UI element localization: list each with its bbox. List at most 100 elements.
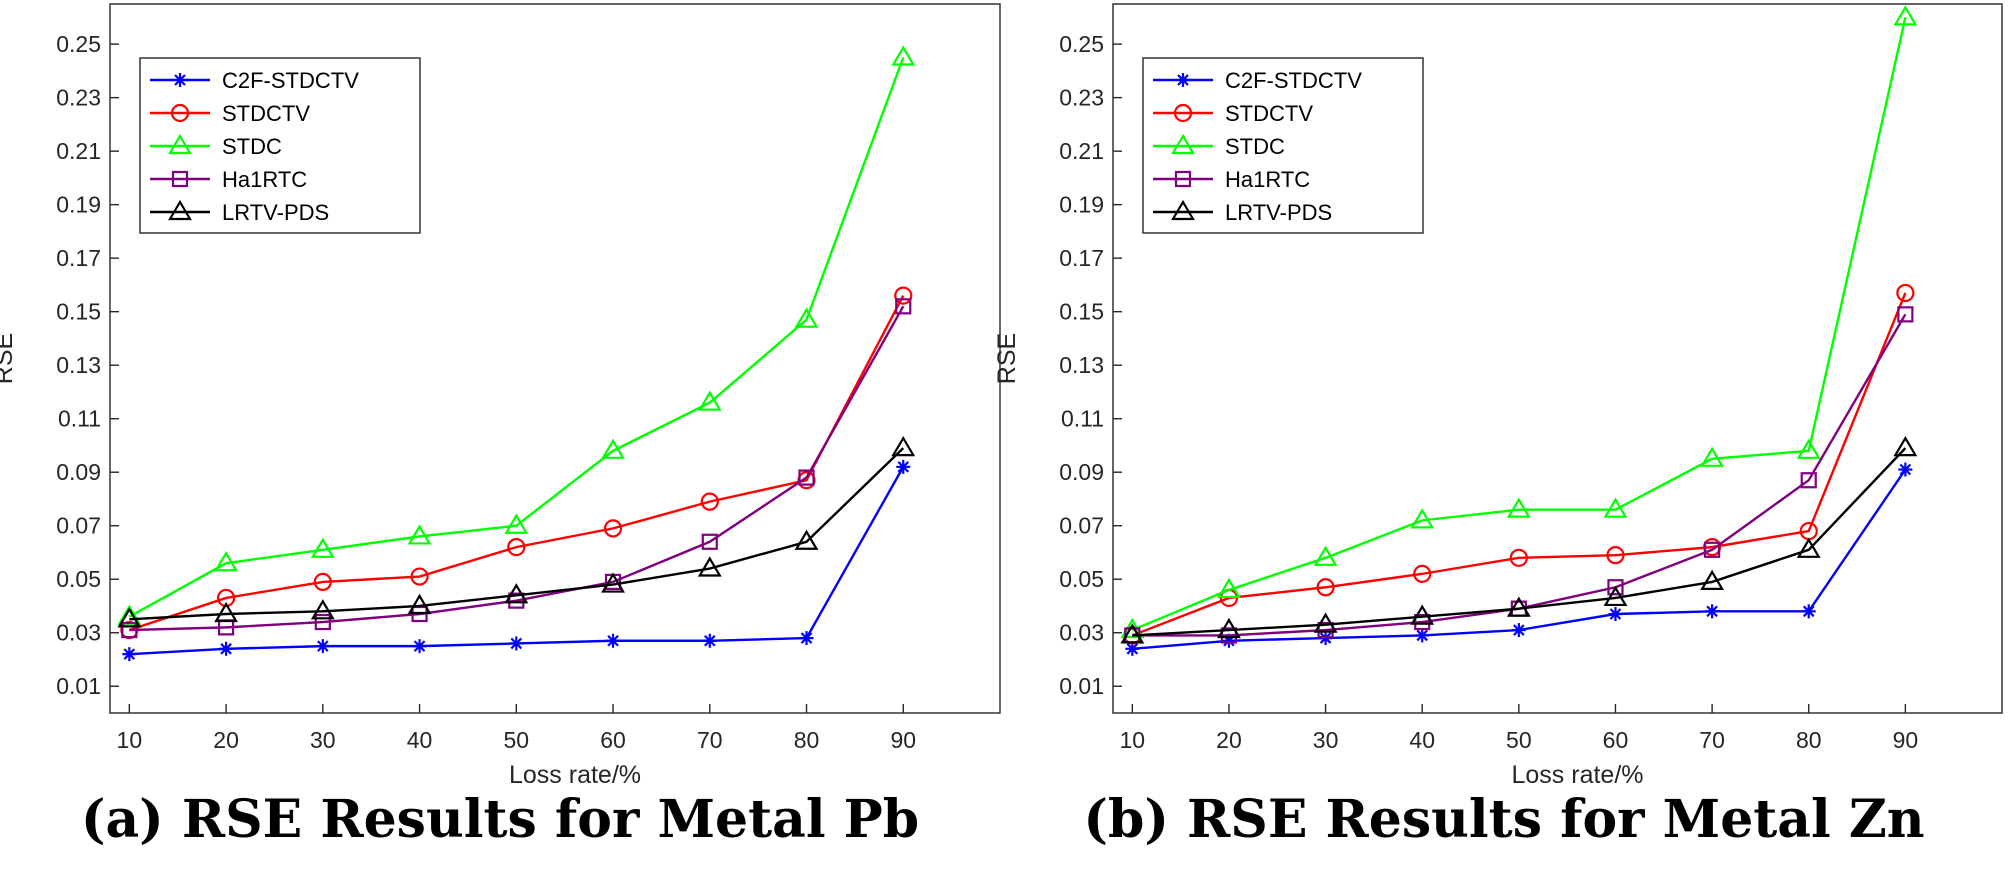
data-point [794, 529, 819, 550]
series-ha1rtc [1124, 306, 1914, 644]
x-tick-label: 40 [1409, 727, 1435, 753]
legend-marker [1174, 170, 1192, 188]
x-tick-label: 20 [1216, 727, 1242, 753]
x-tick-label: 20 [213, 727, 239, 753]
data-point [117, 607, 142, 628]
y-tick-label: 0.25 [1059, 31, 1104, 57]
data-point [1897, 306, 1914, 323]
data-point [1414, 613, 1431, 631]
y-tick-label: 0.05 [1059, 566, 1104, 592]
data-point [1511, 623, 1526, 638]
data-point [1796, 537, 1821, 558]
series-c2f-stdctv [1125, 462, 1913, 656]
data-point [896, 459, 911, 474]
legend-item: C2F-STDCTV [1153, 68, 1362, 93]
data-point [507, 538, 526, 557]
data-point [700, 492, 719, 511]
x-tick-label: 10 [1120, 727, 1146, 753]
data-point [891, 45, 916, 66]
chart-panel-b: 0.01 0.03 0.05 0.07 0.09 0.11 0.13 0.15 0.17 0.19… [993, 3, 2003, 789]
data-point [314, 613, 331, 631]
legend-item: STDCTV [1153, 101, 1313, 126]
y-tick-label: 0.19 [1059, 192, 1104, 218]
data-point [697, 390, 722, 411]
legend-label: C2F-STDCTV [222, 68, 359, 93]
legend-label: LRTV-PDS [222, 200, 329, 225]
series-line [128, 57, 905, 618]
x-tick-label: 80 [794, 727, 820, 753]
y-tick-label: 0.07 [56, 513, 101, 539]
y-tick-label: 0.11 [1061, 406, 1104, 432]
x-tick-label: 60 [1603, 727, 1629, 753]
data-point [601, 438, 625, 459]
legend: C2F-STDCTV STDCTV STDC Ha1RTC LRTV-PDS [1142, 57, 1424, 234]
y-tick-label: 0.01 [1059, 673, 1104, 699]
legend-label: STDCTV [1225, 101, 1313, 126]
data-point [1415, 628, 1430, 643]
data-point [508, 592, 525, 609]
data-point [1704, 541, 1721, 558]
data-point [214, 551, 239, 572]
series-lrtv-pds [117, 435, 916, 628]
y-tick-label: 0.17 [56, 245, 101, 271]
legend: C2F-STDCTV STDCTV STDC Ha1RTC LRTV-PDS [139, 57, 421, 234]
data-point [1607, 579, 1624, 596]
chart-panel-a: 0.01 0.03 0.05 0.07 0.09 0.11 0.13 0.15 0.17 0.19… [0, 3, 1001, 789]
data-point [1506, 497, 1531, 518]
data-point [794, 307, 819, 328]
legend-item: STDC [150, 133, 282, 159]
x-axis-label: Loss rate/% [1511, 761, 1643, 789]
data-point [1413, 564, 1432, 583]
data-point [410, 567, 429, 586]
data-point [313, 572, 332, 592]
y-tick-label: 0.19 [56, 192, 101, 218]
data-point [1410, 508, 1435, 529]
y-tick-label: 0.23 [56, 85, 101, 111]
data-point [1606, 546, 1625, 565]
legend-marker [1176, 73, 1190, 87]
legend-marker [1171, 199, 1195, 221]
data-point [603, 519, 623, 538]
y-tick-label: 0.21 [1059, 138, 1104, 164]
data-point [1120, 623, 1145, 644]
legend-item: Ha1RTC [1153, 167, 1310, 192]
x-tick-label: 70 [697, 727, 723, 753]
legend-label: Ha1RTC [1225, 167, 1310, 192]
legend-label: STDC [1225, 134, 1285, 159]
x-tick-label: 10 [117, 727, 143, 753]
y-axis-label: RSE [993, 333, 1021, 384]
series-line [1132, 447, 1907, 637]
data-point [1893, 435, 1918, 457]
series-line [128, 295, 905, 632]
x-tick-label: 40 [407, 727, 433, 753]
legend-label: Ha1RTC [222, 167, 307, 192]
axes-frame [1112, 3, 2003, 714]
series-line [1131, 292, 1907, 637]
data-point [606, 633, 621, 648]
data-point [1603, 585, 1628, 607]
data-point [1220, 627, 1238, 644]
data-point [310, 537, 335, 558]
data-point [1700, 446, 1725, 467]
data-point [1125, 641, 1140, 656]
data-point [509, 636, 524, 651]
data-point [601, 572, 625, 593]
y-tick-label: 0.01 [56, 673, 101, 699]
data-point [121, 621, 138, 639]
y-tick-label: 0.03 [1059, 620, 1104, 646]
series-stdc [117, 45, 916, 625]
legend-marker [168, 199, 192, 221]
y-tick-label: 0.13 [1059, 352, 1104, 378]
data-point [1705, 604, 1720, 619]
data-point [1898, 462, 1913, 477]
data-point [891, 435, 916, 457]
series-c2f-stdctv [122, 459, 911, 662]
data-point [219, 641, 234, 656]
data-point [1896, 283, 1915, 303]
legend-item: LRTV-PDS [150, 199, 329, 225]
data-point [1217, 577, 1241, 599]
y-tick-label: 0.03 [56, 620, 101, 646]
legend-label: LRTV-PDS [1225, 200, 1332, 225]
data-point [1800, 472, 1817, 489]
